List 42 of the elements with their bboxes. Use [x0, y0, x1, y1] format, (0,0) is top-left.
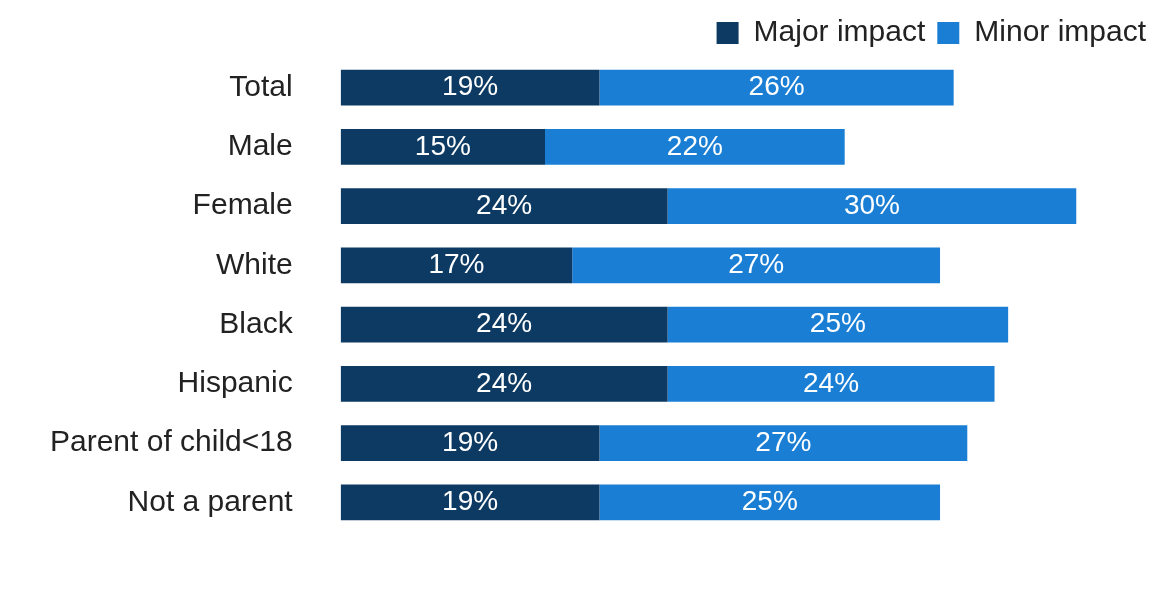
- y-tick-label: Hispanic: [177, 365, 293, 399]
- bar: [667, 188, 1077, 224]
- bar: [340, 366, 668, 402]
- bar: [599, 484, 941, 521]
- bar: [340, 247, 573, 284]
- data-label: 26%: [748, 70, 805, 102]
- bar: [340, 484, 600, 521]
- data-label: 25%: [809, 307, 866, 339]
- bar: [340, 129, 545, 165]
- data-label: 15%: [414, 129, 471, 161]
- y-tick-label: Total: [229, 68, 293, 102]
- data-label: 19%: [442, 425, 499, 457]
- data-label: 19%: [442, 485, 499, 517]
- legend-label: Minor impact: [974, 14, 1147, 48]
- bar: [599, 69, 954, 106]
- bar: [340, 306, 668, 343]
- bar: [340, 69, 600, 106]
- data-label: 27%: [728, 248, 785, 280]
- y-tick-label: Female: [192, 187, 293, 221]
- data-label: 19%: [442, 70, 499, 102]
- y-tick-label: Parent of child<18: [49, 424, 293, 458]
- data-label: 24%: [476, 366, 533, 398]
- data-label: 30%: [843, 188, 900, 220]
- y-tick-label: Black: [219, 305, 294, 339]
- y-tick-label: Male: [227, 128, 293, 162]
- data-label: 24%: [803, 366, 860, 398]
- data-label: 27%: [755, 425, 812, 457]
- legend-label: Major impact: [753, 14, 926, 48]
- data-label: 24%: [476, 307, 533, 339]
- data-label: 17%: [428, 248, 485, 280]
- bar: [340, 425, 600, 461]
- bar: [599, 425, 968, 461]
- data-label: 24%: [476, 188, 533, 220]
- bar: [545, 129, 845, 165]
- bar: [667, 306, 1009, 343]
- y-tick-label: Not a parent: [127, 483, 294, 517]
- bar: [667, 366, 995, 402]
- data-label: 22%: [666, 129, 723, 161]
- y-tick-label: White: [215, 246, 293, 280]
- bar: [572, 247, 941, 284]
- data-label: 25%: [741, 485, 798, 517]
- bar: [340, 188, 668, 224]
